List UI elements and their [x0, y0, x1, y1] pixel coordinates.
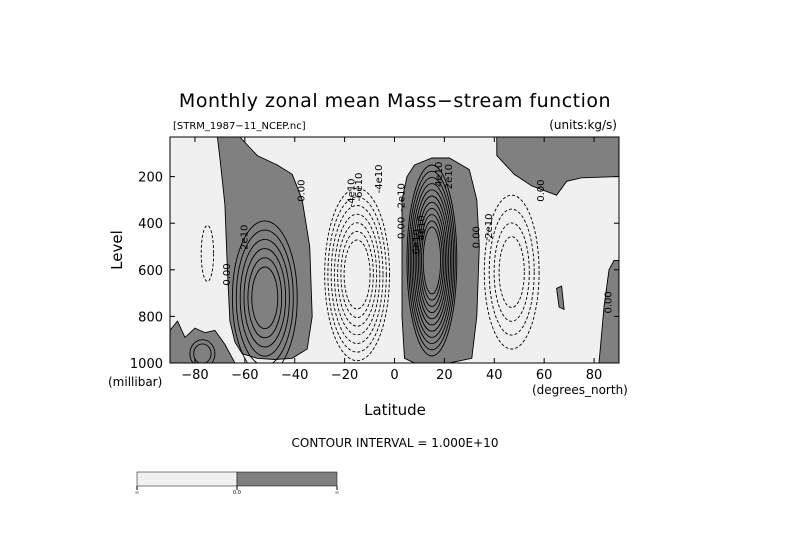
contour-label: 2e10	[444, 164, 455, 189]
positive-contour	[231, 220, 298, 363]
y-tick-label: 600	[138, 264, 163, 279]
positive-contour	[247, 257, 283, 339]
x-tick-label: 20	[436, 368, 453, 383]
contour-label: 0.00	[536, 179, 547, 201]
negative-contour	[498, 236, 525, 308]
negative-contour	[324, 187, 390, 362]
contour-label: 0.00	[604, 291, 615, 313]
y-tick-label: 200	[138, 171, 163, 186]
positive-contour	[414, 195, 450, 326]
contour-label: 4e10	[416, 215, 427, 240]
y-tick-label: 400	[138, 217, 163, 232]
negative-contour	[343, 239, 371, 310]
y-axis: 200 400 600 800 1000	[130, 171, 619, 372]
contour-label: -2e10	[484, 213, 495, 242]
chart-title: Monthly zonal mean Mass−stream function	[179, 90, 611, 112]
colorbar-label-max: ∞	[335, 490, 339, 496]
x-axis-label: Latitude	[364, 401, 426, 419]
x-tick-label: −80	[181, 368, 208, 383]
negative-contour	[483, 194, 540, 350]
colorbar-negative	[136, 471, 238, 487]
y-axis-label: Level	[108, 230, 126, 270]
positive-region	[598, 260, 619, 363]
contour-interval-label: CONTOUR INTERVAL = 1.000E+10	[292, 436, 499, 450]
negative-contour	[327, 196, 387, 353]
negative-contour	[333, 213, 381, 336]
x-tick-label: −60	[231, 368, 258, 383]
colorbar-label-min: ∞	[135, 490, 139, 496]
contour-label: 0.00	[397, 217, 408, 239]
contour-label: -4e10	[374, 164, 385, 193]
negative-contour	[337, 222, 378, 327]
x-tick-label: 80	[586, 368, 603, 383]
positive-contour	[417, 207, 446, 314]
contour-label: 4e10	[434, 162, 445, 187]
x-tick-label: −40	[281, 368, 308, 383]
negative-contour	[200, 225, 215, 282]
positive-contour	[408, 170, 456, 351]
positive-contour	[422, 226, 442, 295]
contour-label: 0.00	[297, 179, 308, 201]
positive-contour	[243, 248, 287, 348]
positive-region	[556, 285, 565, 311]
positive-contour	[193, 343, 212, 363]
colorbar-label-zero: 0.0	[233, 490, 241, 496]
positive-contour	[416, 201, 448, 320]
positive-contour	[421, 220, 443, 301]
contour-lines	[189, 164, 540, 363]
units-label: (units:kg/s)	[549, 118, 617, 132]
x-units-label: (degrees_north)	[532, 383, 628, 397]
contour-label: 6e10	[411, 229, 422, 254]
contour-label: -4e10	[347, 178, 358, 207]
x-axis: −80 −60 −40 −20 0 20 40 60 80	[181, 137, 602, 383]
colorbar: ∞ 0.0 ∞	[135, 471, 339, 496]
positive-contour	[419, 214, 445, 307]
negative-contour	[330, 205, 384, 344]
contour-label: 0.00	[471, 226, 482, 248]
positive-contour	[251, 266, 279, 330]
contour-label: 0.00	[222, 263, 233, 285]
positive-contour	[239, 238, 290, 357]
positive-contour	[235, 229, 294, 363]
x-tick-label: 60	[536, 368, 553, 383]
source-file-label: [STRM_1987−11_NCEP.nc]	[173, 121, 306, 132]
positive-contour	[189, 339, 216, 363]
y-units-label: (millibar)	[108, 375, 162, 389]
positive-contour	[411, 183, 453, 338]
colorbar-positive	[236, 471, 338, 487]
positive-contour	[409, 176, 455, 345]
negative-contour	[340, 230, 374, 319]
x-tick-label: −20	[331, 368, 358, 383]
contour-label: -2e10	[397, 183, 408, 212]
positive-contour	[406, 164, 458, 357]
negative-contour	[493, 222, 530, 322]
x-tick-label: 0	[390, 368, 398, 383]
contour-label: 2e10	[239, 225, 250, 250]
y-tick-label: 1000	[130, 357, 163, 372]
x-tick-label: 40	[486, 368, 503, 383]
positive-region	[170, 320, 236, 363]
negative-contour	[488, 208, 535, 336]
y-tick-label: 800	[138, 310, 163, 325]
positive-region	[496, 137, 619, 196]
contour-label: -6e10	[354, 173, 365, 202]
positive-contour	[412, 189, 451, 332]
